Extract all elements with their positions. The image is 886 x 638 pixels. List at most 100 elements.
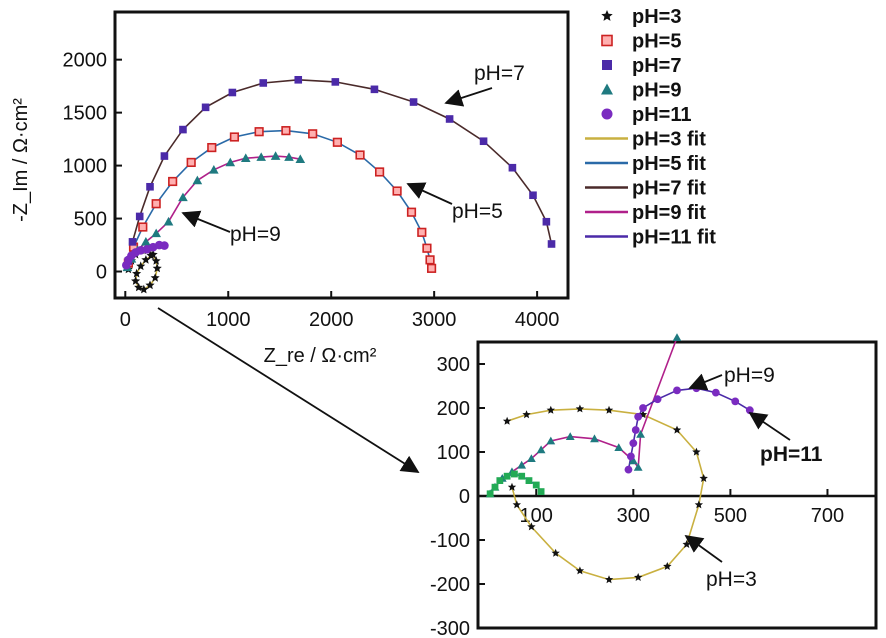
main-point <box>547 240 556 248</box>
inset-point <box>745 406 754 415</box>
inset-annot-ph9: pH=9 <box>724 364 775 387</box>
main-point <box>209 165 219 174</box>
main-xtick-label: 0 <box>120 309 131 331</box>
inset-point <box>491 483 499 491</box>
main-point <box>254 127 264 137</box>
inset-point <box>692 447 701 456</box>
inset-point <box>636 430 645 438</box>
main-point <box>406 207 417 217</box>
inset-ytick-label: 100 <box>437 442 470 464</box>
inset-point <box>614 443 624 451</box>
main-annot-ph5: pH=5 <box>452 200 503 223</box>
main-point <box>228 88 237 97</box>
inset-point <box>628 456 638 465</box>
inset-point <box>624 465 633 474</box>
inset-point <box>503 472 511 480</box>
inset-point <box>511 470 518 478</box>
main-point <box>178 192 188 202</box>
legend-label: pH=3 fit <box>632 129 706 151</box>
main-point <box>225 157 236 167</box>
main-point <box>152 263 162 273</box>
inset-point <box>590 434 599 443</box>
legend-marker <box>601 83 613 95</box>
inset-point <box>633 463 643 471</box>
inset-point <box>536 445 546 454</box>
inset-frame <box>476 340 878 630</box>
main-point <box>192 175 203 185</box>
main-xtick-label: 4000 <box>515 309 560 331</box>
inset-point <box>634 412 643 421</box>
inset-point <box>626 452 635 461</box>
inset-ytick-label: 0 <box>459 486 470 508</box>
legend-marker <box>601 108 613 120</box>
main-point <box>160 241 169 250</box>
inset-fit-line <box>489 337 678 495</box>
inset-annot-ph11: pH=11 <box>760 443 823 466</box>
inset-point <box>634 573 643 581</box>
inset-point <box>496 477 504 484</box>
inset-point <box>502 416 512 425</box>
inset-ytick-label: -300 <box>430 618 470 638</box>
main-point <box>134 282 144 292</box>
main-point <box>422 243 432 253</box>
main-point <box>132 268 142 278</box>
main-point <box>256 152 266 161</box>
main-point <box>151 256 161 265</box>
main-fit-line <box>127 129 433 269</box>
inset-point <box>731 397 740 406</box>
inset-point <box>518 472 526 480</box>
main-point <box>229 132 240 142</box>
main-point <box>141 255 151 264</box>
main-point <box>308 129 318 139</box>
inset-xtick-label: 700 <box>811 505 844 527</box>
inset-point <box>663 562 672 570</box>
main-xtick-label: 1000 <box>206 309 251 331</box>
inset-point <box>525 477 533 484</box>
main-point <box>542 217 551 226</box>
main-point <box>145 280 155 290</box>
main-point <box>136 261 146 271</box>
legend-marker <box>601 34 613 47</box>
inset-arrow-ph3 <box>684 534 723 563</box>
legend-label: pH=7 <box>632 55 681 77</box>
legend-marker <box>602 60 612 70</box>
inset-point <box>486 490 494 498</box>
main-point <box>295 154 306 164</box>
main-point <box>259 79 268 87</box>
main-annot-ph9: pH=9 <box>230 223 281 246</box>
main-arrow-ph9 <box>181 210 231 233</box>
legend-label: pH=11 fit <box>632 227 716 249</box>
inset-point <box>653 395 662 404</box>
main-point <box>374 167 385 177</box>
inset-point <box>532 481 540 489</box>
main-point <box>332 137 342 147</box>
main-fit-line <box>127 78 553 262</box>
main-ytick-label: 0 <box>96 262 107 284</box>
legend-label: pH=5 <box>632 31 681 53</box>
inset-point <box>517 460 527 469</box>
main-point <box>281 126 291 136</box>
main-point <box>168 176 178 187</box>
main-point <box>240 153 251 162</box>
inset-point <box>522 410 531 419</box>
main-point <box>508 163 517 172</box>
inset-point <box>565 432 575 440</box>
main-point <box>284 152 294 161</box>
main-point <box>270 151 281 160</box>
main-point <box>186 157 196 168</box>
inset-point <box>537 488 545 495</box>
inset-arrow-ph9 <box>688 373 723 391</box>
inset-point <box>575 566 585 575</box>
legend-label: pH=5 fit <box>632 153 706 175</box>
inset-point <box>673 386 681 395</box>
main-annot-ph7: pH=7 <box>474 62 525 85</box>
main-point <box>207 142 217 153</box>
main-point <box>370 85 379 94</box>
inset-point <box>507 482 517 491</box>
inset-point <box>604 575 614 584</box>
main-point <box>529 191 537 200</box>
inset-point <box>575 404 585 413</box>
